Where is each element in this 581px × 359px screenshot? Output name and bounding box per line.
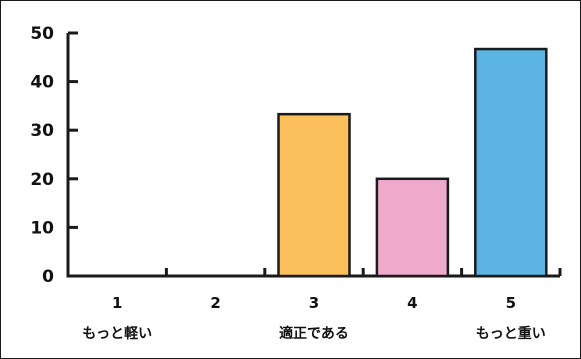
labels: 0 10 20 30 40 50 1 もっと軽い 2 3 適正である 4 5 もっと重い bbox=[30, 24, 545, 342]
y-tick-label: 50 bbox=[30, 24, 54, 44]
bars bbox=[277, 47, 548, 278]
y-tick-label: 0 bbox=[42, 267, 54, 287]
x-category-sublabel: もっと軽い bbox=[82, 325, 152, 342]
x-category-label: 5 bbox=[506, 294, 516, 312]
y-tick-label: 30 bbox=[30, 121, 54, 141]
x-category-sublabel: もっと重い bbox=[476, 325, 546, 342]
x-category-label: 1 bbox=[112, 294, 122, 312]
bar-3 bbox=[277, 112, 351, 278]
bar-5 bbox=[474, 47, 548, 278]
x-category-label: 3 bbox=[309, 294, 319, 312]
y-tick-label: 10 bbox=[30, 218, 54, 238]
y-tick-label: 20 bbox=[30, 170, 54, 190]
y-tick-label: 40 bbox=[30, 73, 54, 93]
x-category-label: 4 bbox=[407, 294, 417, 312]
x-category-sublabel: 適正である bbox=[279, 325, 349, 342]
x-category-label: 2 bbox=[210, 294, 220, 312]
bar-4 bbox=[375, 177, 450, 278]
